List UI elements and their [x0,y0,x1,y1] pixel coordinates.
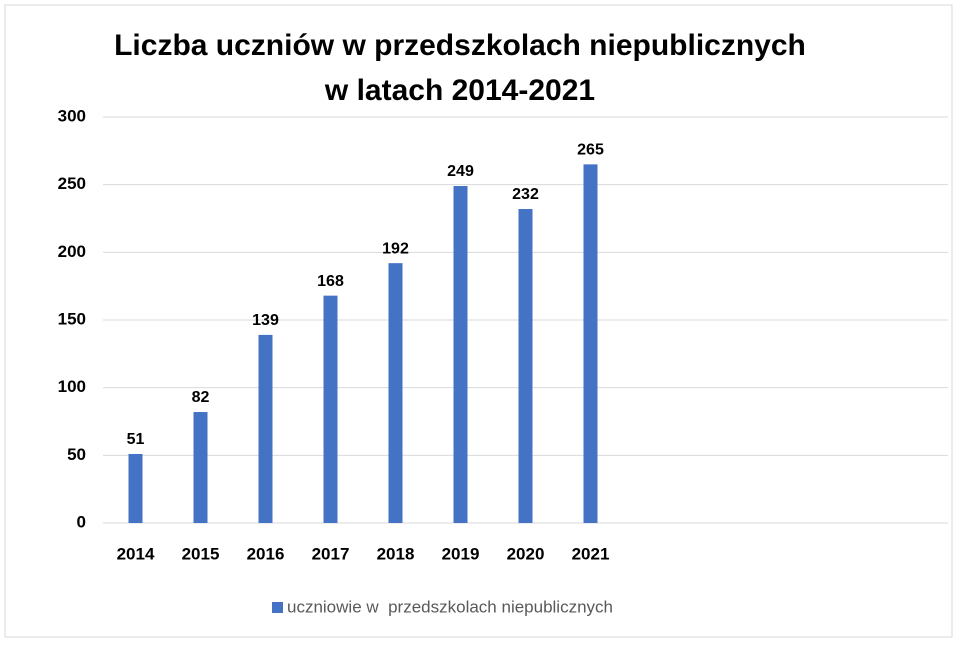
x-tick-label: 2018 [377,544,415,563]
y-tick-label: 200 [58,242,86,261]
y-tick-label: 50 [67,445,86,464]
data-label: 51 [127,431,145,448]
data-label: 139 [252,312,279,329]
bar [388,263,403,523]
x-tick-label: 2016 [247,544,285,563]
x-tick-label: 2015 [182,544,220,563]
y-tick-label: 100 [58,377,86,396]
legend-swatch [272,602,283,613]
x-tick-label: 2021 [572,544,610,563]
chart-title: w latach 2014-2021 [324,74,595,107]
chart-frame [4,4,953,638]
data-label: 232 [512,186,539,203]
data-label: 265 [577,142,604,159]
bar [128,453,143,523]
y-tick-label: 300 [58,106,86,125]
x-tick-label: 2020 [507,544,545,563]
data-label: 249 [447,163,474,180]
bar [258,334,273,523]
bar [518,209,533,523]
x-tick-label: 2017 [312,544,350,563]
y-tick-label: 0 [77,512,86,531]
data-label: 82 [192,389,210,406]
y-tick-label: 250 [58,174,86,193]
data-label: 192 [382,240,409,257]
y-tick-label: 150 [58,309,86,328]
x-tick-label: 2019 [442,544,480,563]
bar [583,164,598,523]
bar [453,186,468,523]
x-tick-label: 2014 [117,544,155,563]
legend-label: uczniowie w przedszkolach niepublicznych [287,597,613,616]
bar [193,412,208,523]
chart-title: Liczba uczniów w przedszkolach niepublic… [114,29,806,62]
data-label: 168 [317,273,344,290]
bar [323,295,338,523]
